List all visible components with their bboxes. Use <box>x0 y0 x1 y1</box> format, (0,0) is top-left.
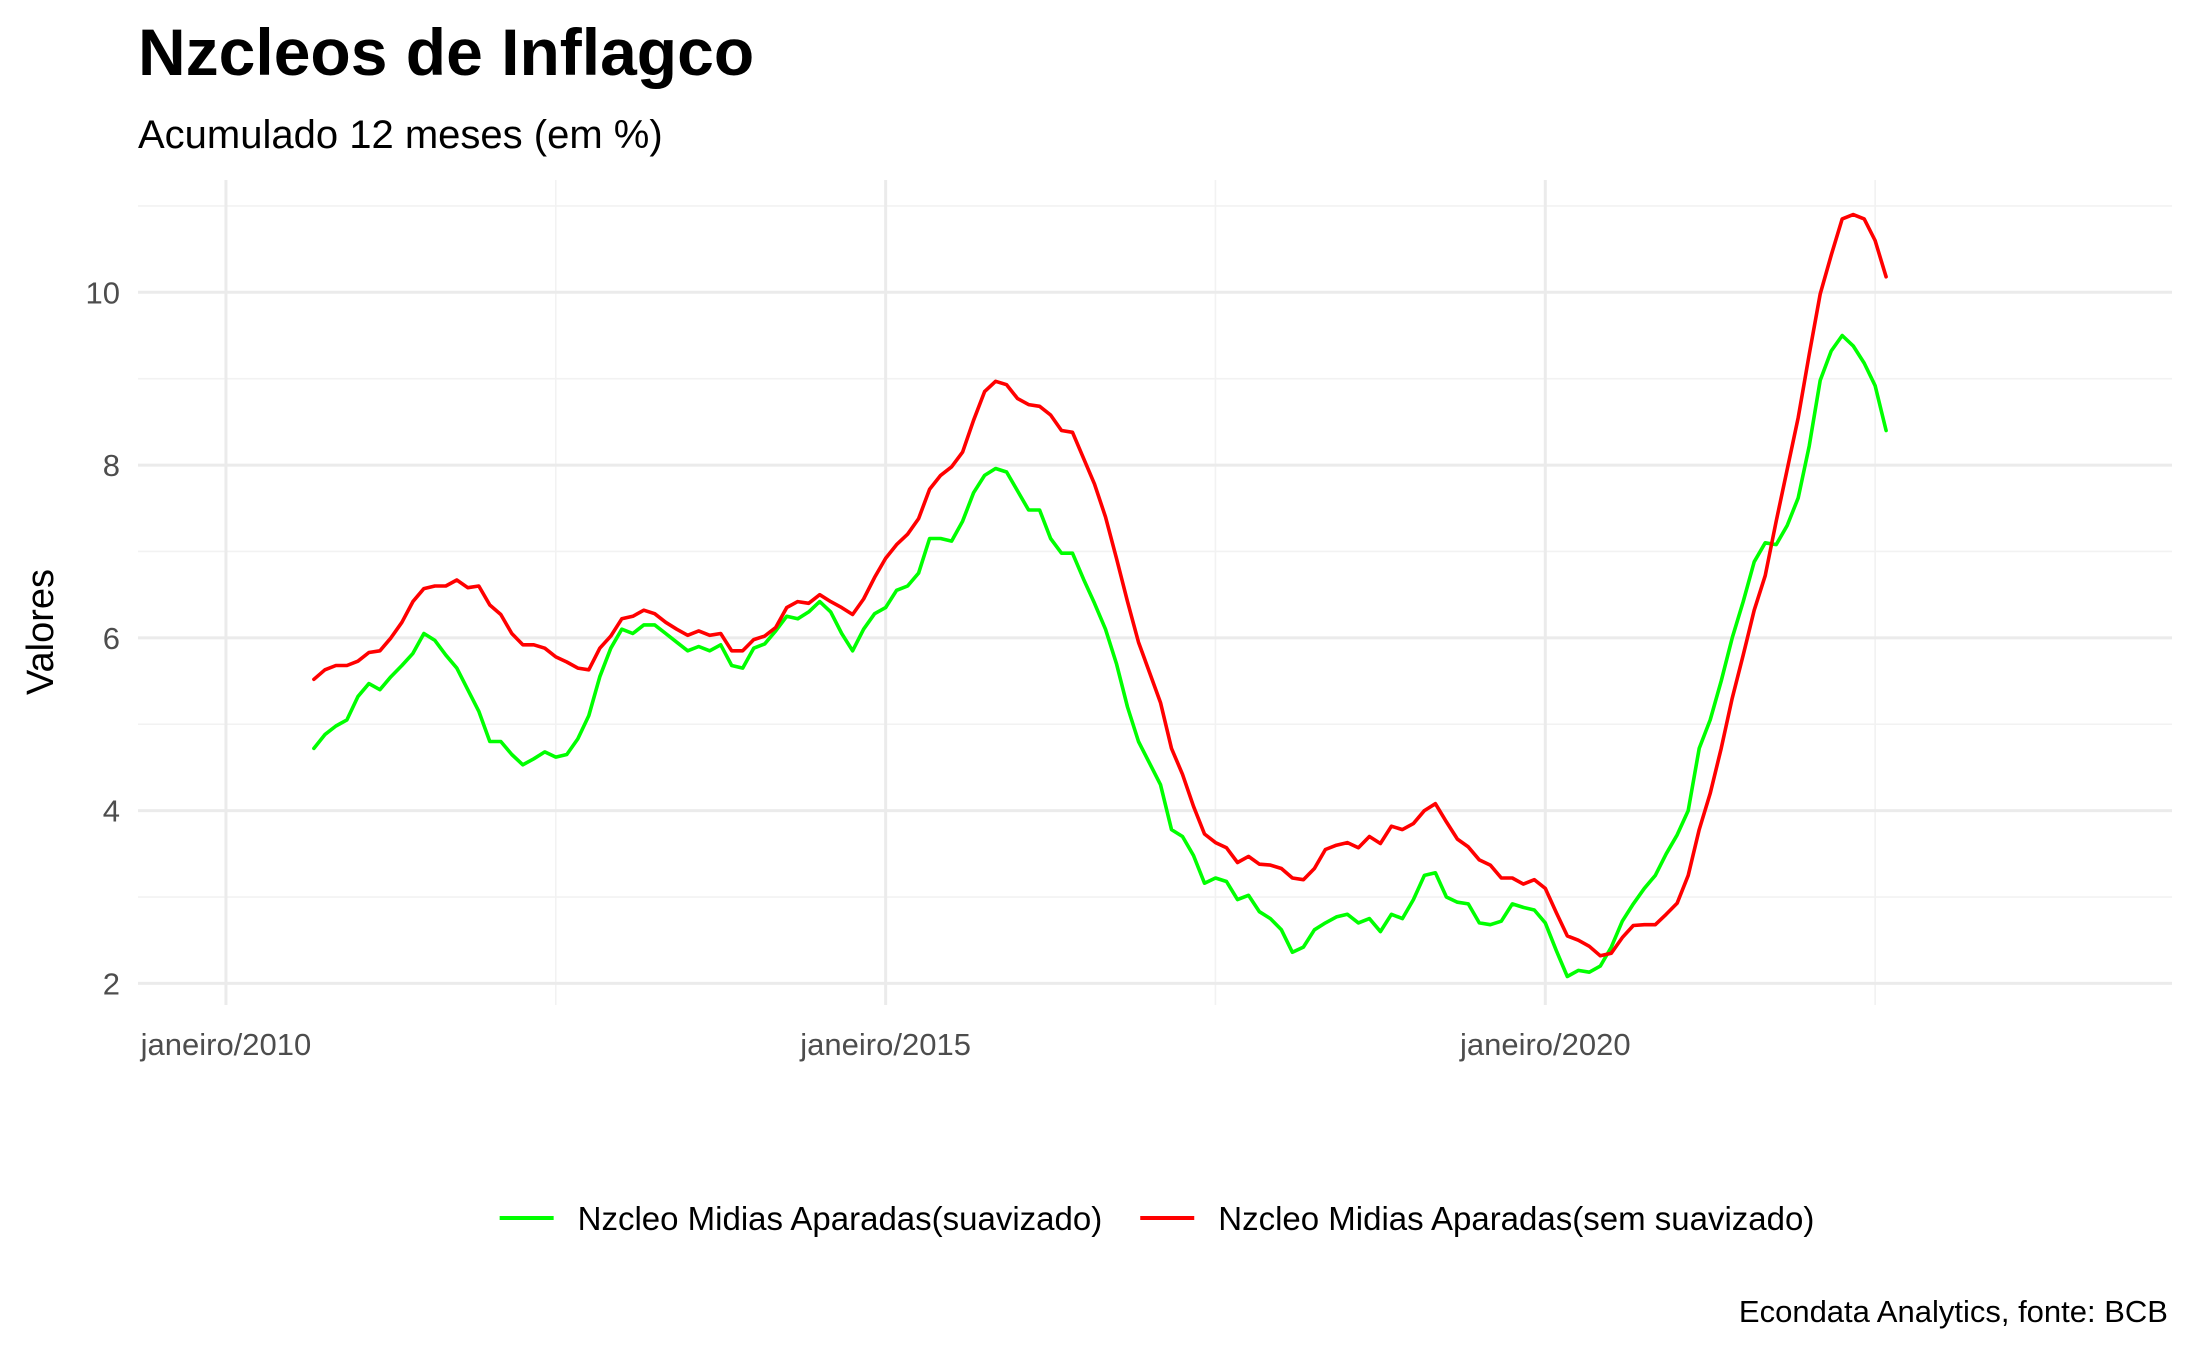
y-tick-label: 2 <box>103 966 120 1001</box>
x-tick-labels: janeiro/2010 janeiro/2015 janeiro/2020 <box>140 1027 1631 1062</box>
grid <box>138 180 2172 1005</box>
chart-subtitle: Acumulado 12 meses (em %) <box>138 113 663 157</box>
legend-label: Nzcleo Midias Aparadas(suavizado) <box>578 1200 1103 1237</box>
legend-item: Nzcleo Midias Aparadas(suavizado) <box>499 1200 1103 1237</box>
series-line-1 <box>312 333 1888 979</box>
x-tick-label: janeiro/2020 <box>1459 1027 1631 1062</box>
chart-title: Nzcleos de Inflagco <box>138 15 754 89</box>
legend: Nzcleo Midias Aparadas(suavizado) Nzcleo … <box>499 1200 1814 1237</box>
y-tick-label: 10 <box>86 275 120 310</box>
legend-label: Nzcleo Midias Aparadas(sem suavizado) <box>1218 1200 1814 1237</box>
x-tick-label: janeiro/2015 <box>799 1027 971 1062</box>
y-axis-label: Valores <box>20 569 62 695</box>
x-tick-label: janeiro/2010 <box>140 1027 312 1062</box>
y-tick-label: 8 <box>103 448 120 483</box>
y-tick-label: 6 <box>103 621 120 656</box>
chart-caption: Econdata Analytics, fonte: BCB <box>1739 1294 2168 1329</box>
y-tick-labels: 2 4 6 8 10 <box>86 275 120 1001</box>
series-line-2 <box>312 212 1888 958</box>
legend-item: Nzcleo Midias Aparadas(sem suavizado) <box>1140 1200 1814 1237</box>
y-tick-label: 4 <box>103 794 120 829</box>
series-lines <box>312 212 1888 979</box>
